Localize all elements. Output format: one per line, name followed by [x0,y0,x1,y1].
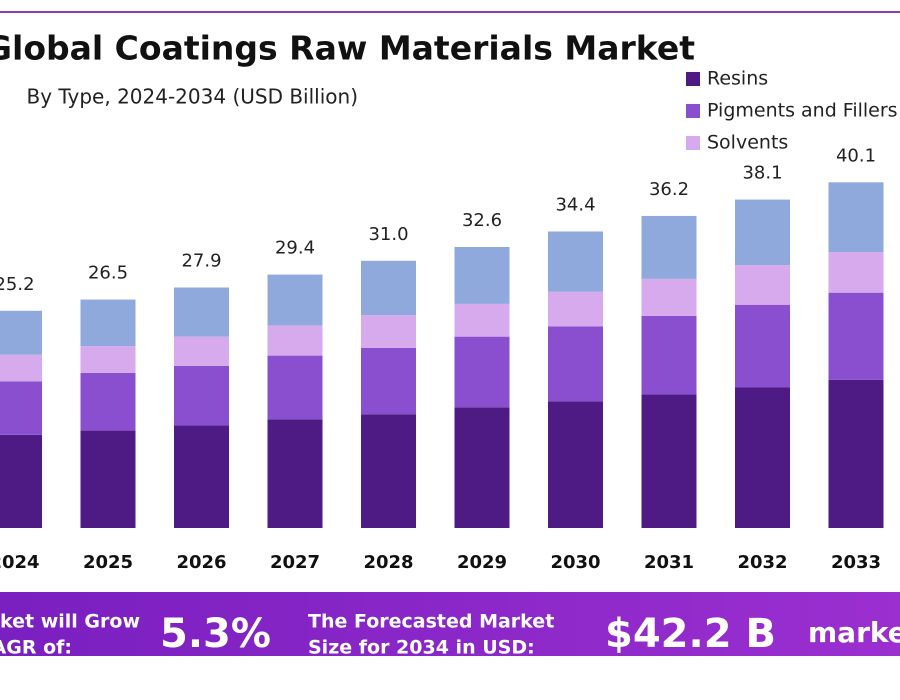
chart-subtitle: By Type, 2024-2034 (USD Billion) [27,85,359,109]
x-tick-label: 2032 [737,552,787,573]
x-tick-label: 2029 [457,552,507,573]
total-label: 27.9 [181,251,221,272]
bar-segment [548,231,603,292]
bar-segment [454,303,510,337]
total-label: 34.4 [555,194,595,215]
x-tick-label: 2028 [363,552,413,573]
chart-title: Global Coatings Raw Materials Market [0,29,695,68]
legend-swatch [686,104,700,118]
bar-segment [174,287,229,337]
total-label: 31.0 [368,224,408,245]
banner-text: The Forecasted Market [308,611,554,633]
legend-swatch [686,136,700,150]
banner-text: Size for 2034 in USD: [308,637,535,659]
bar-segment [267,419,323,528]
legend-label: Solvents [707,132,788,154]
bar-segment [80,299,136,347]
bar-segment [80,372,136,431]
forecast-value: $42.2 B [605,611,776,657]
total-label: 36.2 [649,179,689,200]
bar-segment [735,265,790,305]
bar-segment [267,325,323,356]
bar-segment [641,394,697,528]
bar-segment [828,182,884,253]
bar-segment [0,381,42,435]
bar-segment [454,407,510,528]
total-label: 29.4 [275,238,315,259]
bar-segment [174,336,229,366]
bar-segment [0,434,42,528]
bar-segment [548,401,603,528]
bar-segment [361,260,416,316]
total-label: 32.6 [462,210,502,231]
bar-segment [454,336,510,408]
x-tick-label: 2030 [550,552,600,573]
x-tick-label: 2027 [270,552,320,573]
bar-segment [735,199,790,266]
total-label: 26.5 [88,263,128,284]
bar-segment [361,347,416,415]
bar-segment [641,278,697,316]
bar-segment [828,252,884,293]
bar-segment [454,246,510,304]
bar-segment [174,365,229,426]
legend-label: Pigments and Fillers [707,100,898,122]
brand: market.us [808,616,900,649]
bar-segment [0,354,42,382]
bar-segment [267,355,323,420]
total-label: 25.2 [0,274,35,295]
bar-segment [80,430,136,528]
cagr-value: 5.3% [160,611,271,657]
banner [0,592,900,656]
x-tick-label: 2026 [176,552,226,573]
legend-label: Resins [707,68,768,90]
bar-segment [548,291,603,327]
legend-swatch [686,72,700,86]
bar-segment [267,274,323,326]
bar-segment [0,310,42,355]
banner-text: At the CAGR of: [0,637,72,659]
bar-segment [828,379,884,528]
bar-segment [80,346,136,373]
bar-segment [548,326,603,402]
x-tick-label: 2025 [83,552,133,573]
bar-segment [174,425,229,528]
bar-segment [361,414,416,528]
bar-segment [828,292,884,380]
bar-segment [735,387,790,528]
x-tick-label: 2024 [0,552,40,573]
total-label: 40.1 [836,145,876,166]
total-label: 38.1 [742,163,782,184]
bar-segment [641,215,697,279]
banner-text: The Market will Grow [0,611,140,633]
x-tick-label: 2031 [644,552,694,573]
x-tick-label: 2033 [831,552,881,573]
bar-segment [361,315,416,348]
bar-segment [641,315,697,395]
bar-segment [735,304,790,388]
